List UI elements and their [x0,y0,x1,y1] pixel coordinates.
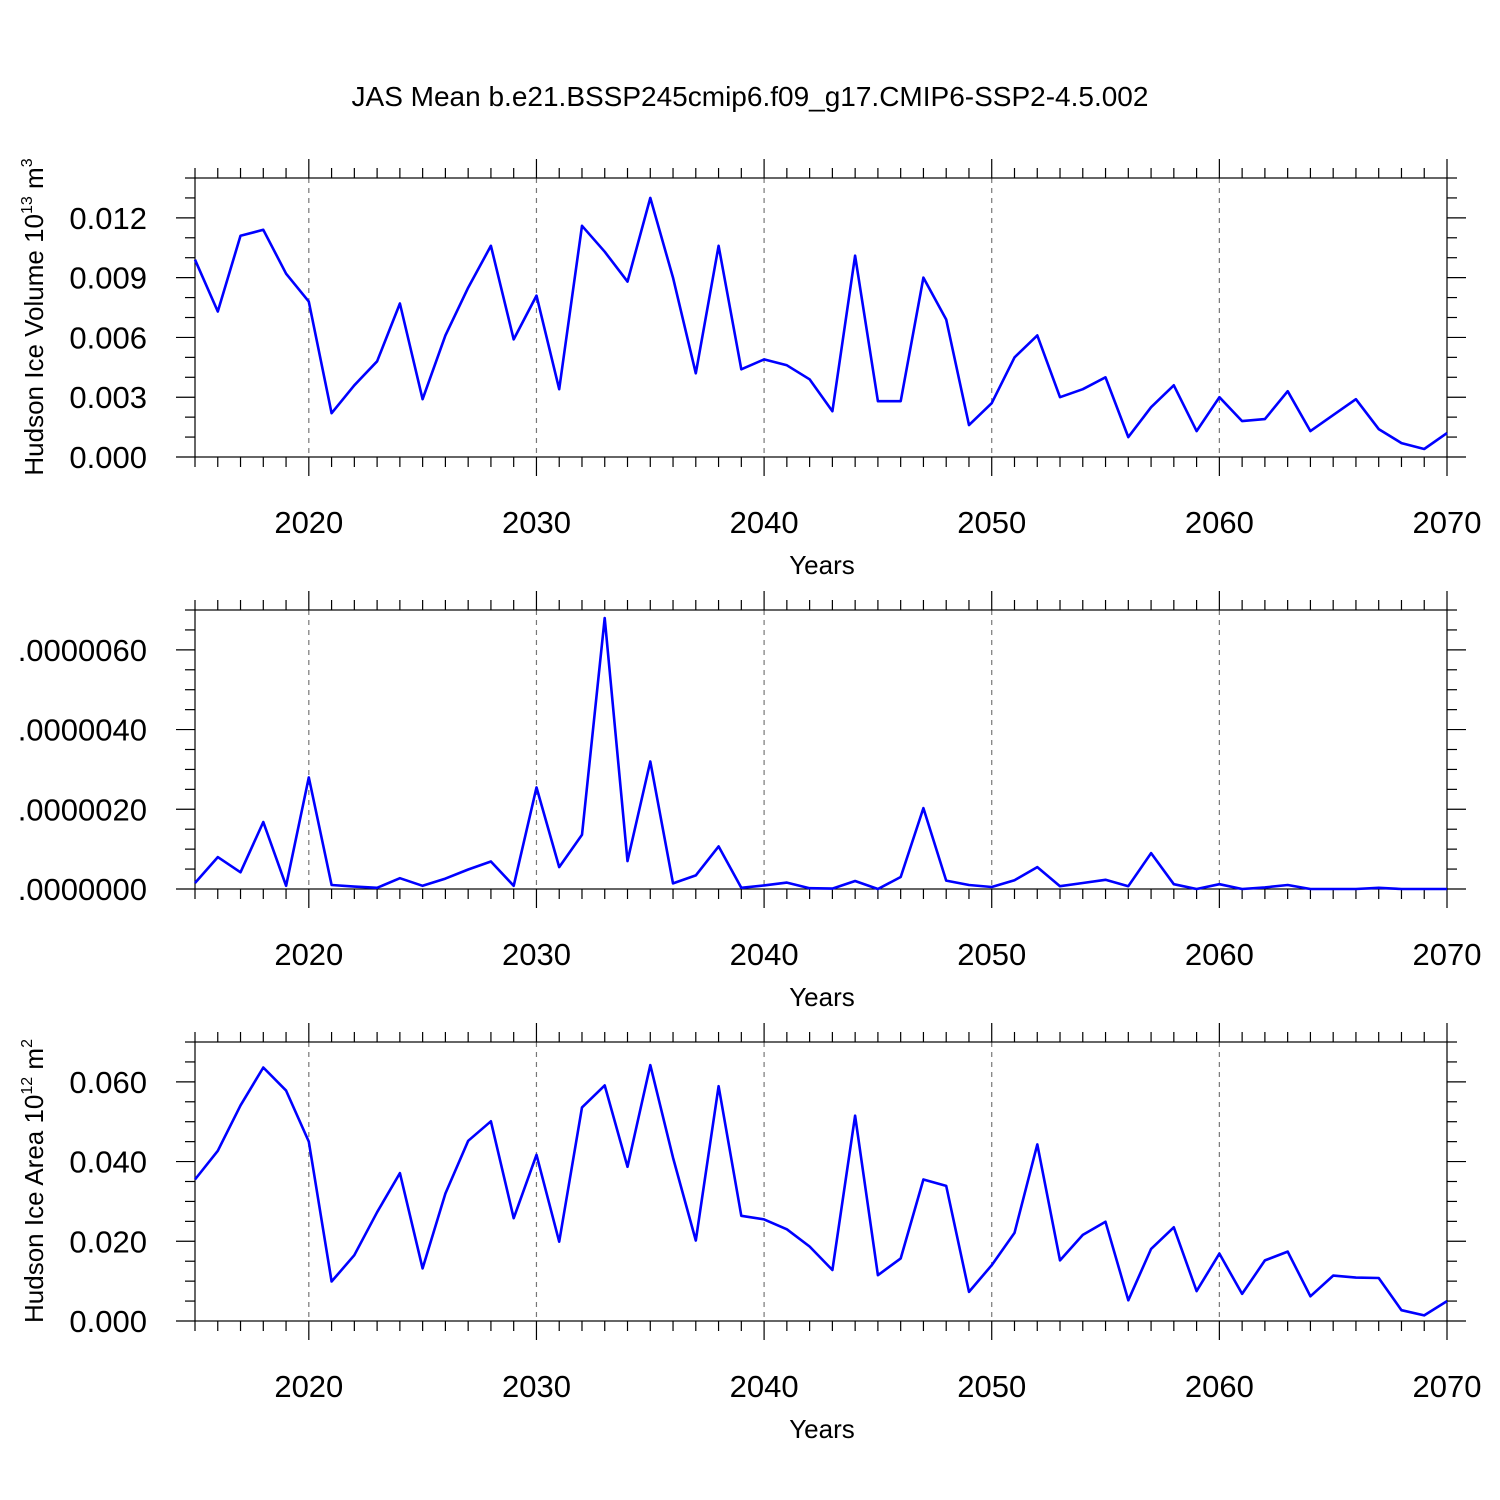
y-axis-label-unit-exponent: 3 [19,158,36,167]
x-tick-label: 2060 [1185,1369,1254,1404]
x-tick-label: 2050 [957,505,1026,540]
y-axis-label-main: Hudson Ice Area 10 [19,1095,49,1323]
y-axis-label: Hudson Ice Area 1012 m2 [19,1039,49,1323]
x-tick-label: 2020 [274,1369,343,1404]
x-axis-label: Years [789,1414,855,1444]
figure-title: JAS Mean b.e21.BSSP245cmip6.f09_g17.CMIP… [352,81,1149,112]
y-tick-label: 0.040 [69,1145,147,1180]
x-tick-label: 2020 [274,937,343,972]
x-tick-label: 2050 [957,1369,1026,1404]
x-tick-label: 2050 [957,937,1026,972]
y-axis-label-main: Hudson Ice Volume 10 [19,214,49,476]
y-tick-label: .0000020 [18,792,147,827]
x-tick-label: 2070 [1413,937,1482,972]
y-axis-label-exponent: 12 [19,1077,36,1095]
plot-frame [194,177,1448,458]
y-tick-label: .0000000 [18,872,147,907]
x-axis-label: Years [789,982,855,1012]
y-tick-label: 0.000 [69,440,147,475]
series-line [193,1063,1448,1317]
x-tick-label: 2040 [730,505,799,540]
x-tick-label: 2070 [1413,505,1482,540]
x-tick-label: 2030 [502,1369,571,1404]
x-tick-label: 2060 [1185,505,1254,540]
y-tick-label: 0.012 [69,201,147,236]
x-tick-label: 2040 [730,1369,799,1404]
x-tick-label: 2030 [502,505,571,540]
x-tick-label: 2070 [1413,1369,1482,1404]
x-tick-label: 2060 [1185,937,1254,972]
panel-ice-volume: Hudson Ice Volume 1013 m3 Years 2020 2030… [19,158,1481,580]
y-axis-label-unit-exponent: 2 [19,1039,36,1048]
y-axis-label: Hudson Ice Volume 1013 m3 [19,158,49,475]
x-axis-label: Years [789,550,855,580]
y-tick-label: 0.009 [69,261,147,296]
panel-middle: Years 2020 2030 2040 2050 2060 2070 .0000000 .0… [18,591,1482,1012]
y-axis-label-unit: m [19,167,49,196]
y-axis-label-unit: m [19,1048,49,1077]
plot-frame [194,609,1448,890]
series-line [194,616,1447,891]
y-tick-label: 0.000 [69,1304,147,1339]
y-tick-label: 0.006 [69,320,147,355]
y-tick-label: 0.060 [69,1065,147,1100]
y-tick-label: .0000040 [18,713,147,748]
plot-frame [194,1041,1448,1322]
x-tick-label: 2030 [502,937,571,972]
y-tick-label: 0.020 [69,1224,147,1259]
y-tick-label: 0.003 [69,380,147,415]
x-tick-label: 2040 [730,937,799,972]
y-tick-label: .0000060 [18,633,147,668]
panel-ice-area: Hudson Ice Area 1012 m2 Years 2020 2030 20… [19,1023,1481,1444]
series-line [193,196,1448,451]
x-tick-label: 2020 [274,505,343,540]
y-axis-label-exponent: 13 [19,196,36,214]
